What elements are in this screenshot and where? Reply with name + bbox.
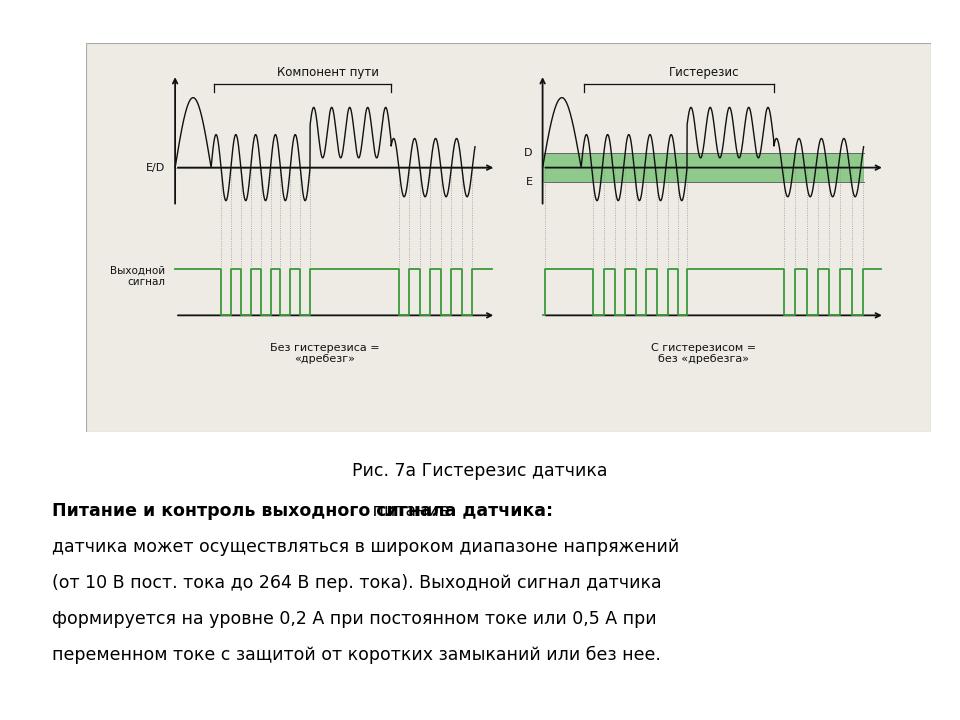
Text: E: E: [525, 177, 533, 187]
FancyBboxPatch shape: [86, 43, 931, 432]
Text: Компонент пути: Компонент пути: [276, 66, 379, 79]
Text: Без гистерезиса =
«дребезг»: Без гистерезиса = «дребезг»: [271, 343, 380, 364]
Text: Гистерезис: Гистерезис: [669, 66, 739, 79]
Text: (от 10 В пост. тока до 264 В пер. тока). Выходной сигнал датчика: (от 10 В пост. тока до 264 В пер. тока).…: [52, 574, 661, 592]
Text: D: D: [524, 148, 533, 158]
Text: Питание и контроль выходного сигнала датчика:: Питание и контроль выходного сигнала дат…: [52, 502, 553, 520]
Text: Выходной
сигнал: Выходной сигнал: [109, 266, 165, 287]
Text: питание: питание: [367, 502, 450, 520]
Text: С гистерезисом =
без «дребезга»: С гистерезисом = без «дребезга»: [651, 343, 756, 364]
Text: Рис. 7а Гистерезис датчика: Рис. 7а Гистерезис датчика: [352, 462, 608, 480]
Text: формируется на уровне 0,2 А при постоянном токе или 0,5 А при: формируется на уровне 0,2 А при постоянн…: [52, 610, 657, 628]
Bar: [542, 153, 864, 182]
Text: переменном токе с защитой от коротких замыканий или без нее.: переменном токе с защитой от коротких за…: [52, 646, 660, 665]
Text: датчика может осуществляться в широком диапазоне напряжений: датчика может осуществляться в широком д…: [52, 538, 680, 556]
Text: E/D: E/D: [146, 163, 165, 173]
